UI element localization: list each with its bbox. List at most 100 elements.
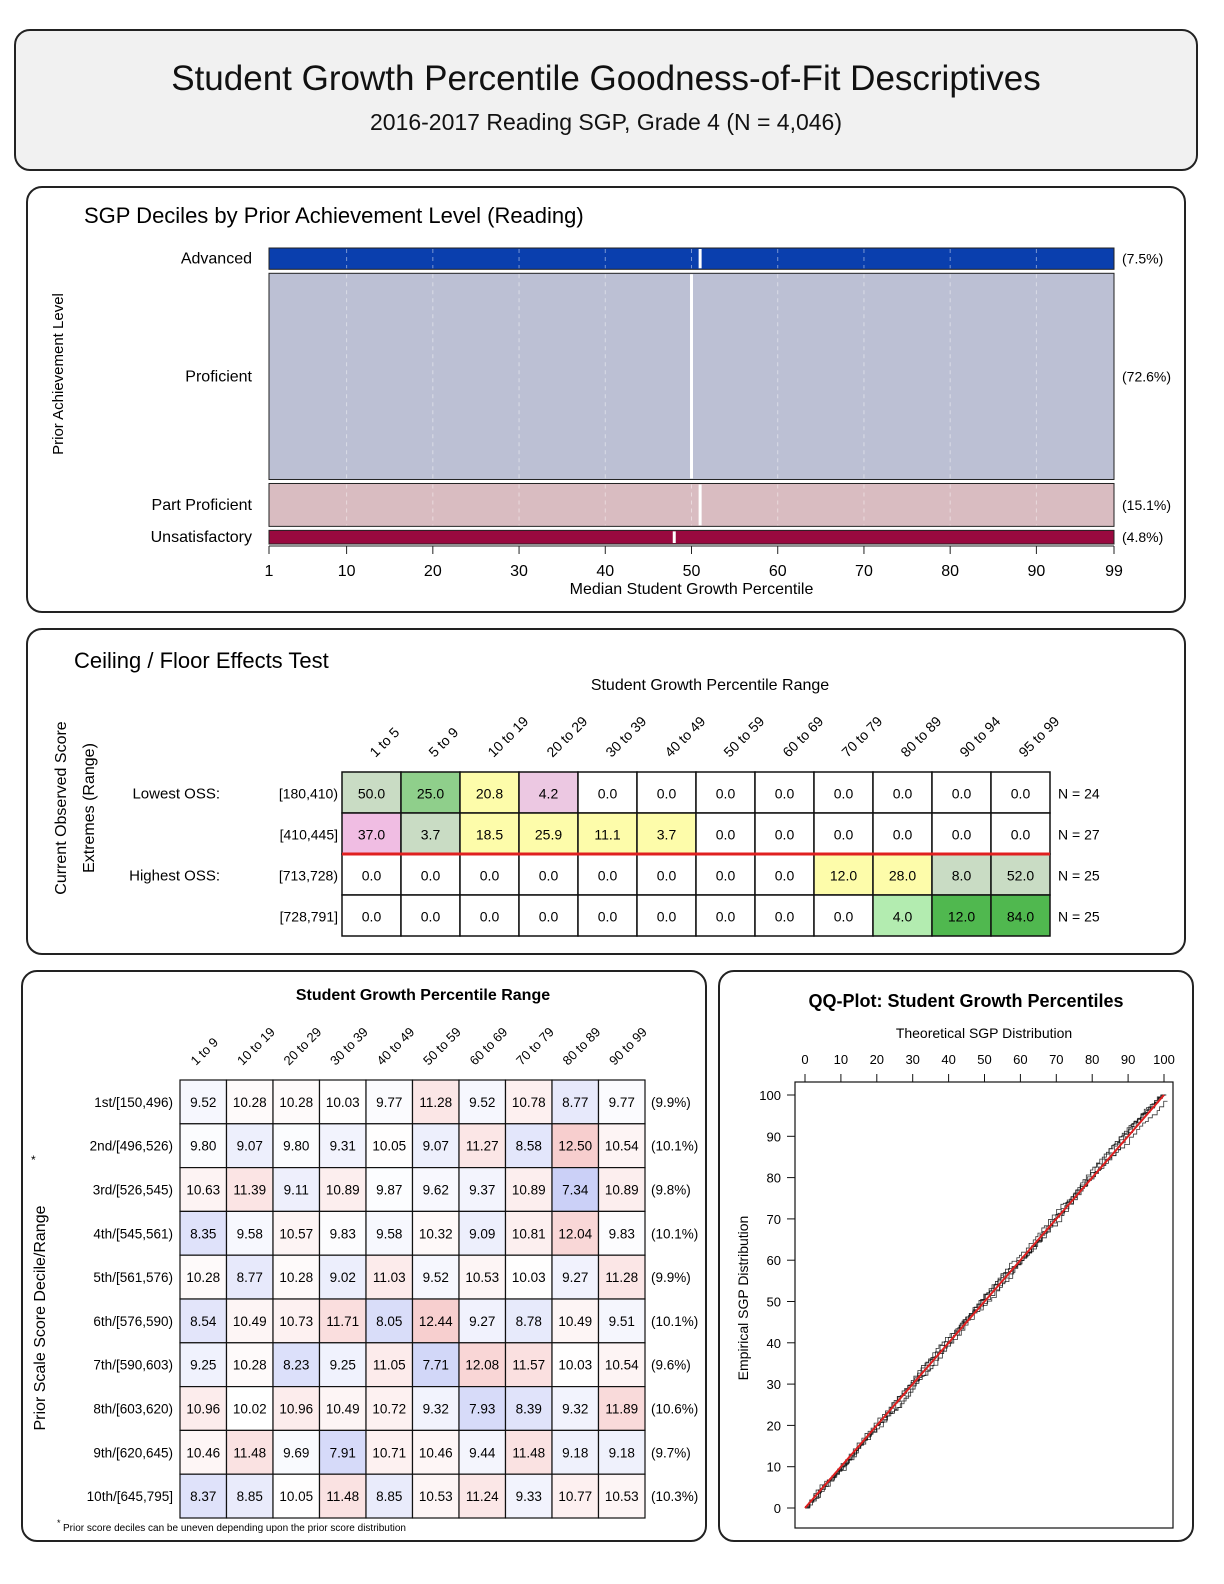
- heatmap-cell-7-0: [179, 1386, 228, 1432]
- row-n-1: N = 27: [1058, 827, 1100, 843]
- x-tick-label-2: 20: [424, 563, 442, 580]
- heatmap-value-6-9: 10.54: [605, 1358, 639, 1373]
- cell-value-0-7: 0.0: [775, 786, 795, 802]
- cell-0-4: [577, 771, 638, 814]
- heatmap-cell-9-1: [225, 1473, 274, 1519]
- heatmap-value-4-5: 9.52: [423, 1270, 449, 1285]
- heatmap-value-1-8: 12.50: [558, 1139, 592, 1154]
- cell-value-0-8: 0.0: [834, 786, 854, 802]
- heatmap-value-0-2: 10.28: [279, 1095, 313, 1110]
- heatmap-cell-7-9: [597, 1386, 646, 1432]
- heatmap-cell-8-1: [225, 1429, 274, 1475]
- table-title: Ceiling / Floor Effects Test: [74, 648, 329, 673]
- heatmap-cell-4-3: [318, 1254, 367, 1300]
- cell-value-1-5: 3.7: [657, 827, 677, 843]
- cell-3-1: [400, 894, 461, 937]
- heatmap-value-8-2: 9.69: [283, 1445, 309, 1460]
- cell-value-2-3: 0.0: [539, 868, 559, 884]
- cell-0-7: [754, 771, 815, 814]
- heatmap-cell-9-5: [411, 1473, 460, 1519]
- qq-y-tick-label-2: 20: [767, 1418, 781, 1433]
- qq-plot: QQ-Plot: Student Growth Percentiles Theor…: [735, 991, 1175, 1529]
- heatmap-cell-5-4: [365, 1298, 414, 1344]
- cell-value-2-0: 0.0: [362, 868, 382, 884]
- qq-y-tick-label-5: 50: [767, 1295, 781, 1310]
- heatmap-value-6-2: 8.23: [283, 1358, 309, 1373]
- heatmap-value-2-0: 10.63: [186, 1183, 220, 1198]
- heatmap-value-1-4: 10.05: [372, 1139, 406, 1154]
- heatmap-cell-6-5: [411, 1342, 460, 1388]
- cell-0-8: [813, 771, 874, 814]
- x-tick-label-4: 40: [596, 563, 614, 580]
- report-header: Student Growth Percentile Goodness-of-Fi…: [14, 29, 1198, 171]
- heatmap-cell-4-4: [365, 1254, 414, 1300]
- heatmap-value-2-8: 7.34: [562, 1183, 589, 1198]
- qq-y-tick-label-9: 90: [767, 1129, 781, 1144]
- qq-y-tick-label-10: 100: [759, 1088, 781, 1103]
- heatmap-value-9-4: 8.85: [376, 1489, 402, 1504]
- report-subtitle: 2016-2017 Reading SGP, Grade 4 (N = 4,04…: [369, 109, 843, 135]
- heatmap-value-3-0: 8.35: [190, 1226, 216, 1241]
- heatmap-cell-2-5: [411, 1167, 460, 1213]
- cell-2-11: [990, 853, 1051, 896]
- heatmap-value-5-2: 10.73: [279, 1314, 313, 1329]
- heatmap-cell-3-9: [597, 1210, 646, 1256]
- qq-y-tick-label-8: 80: [767, 1171, 781, 1186]
- heatmap-cell-6-4: [365, 1342, 414, 1388]
- heatmap-value-3-5: 10.32: [419, 1226, 453, 1241]
- cell-value-3-5: 0.0: [657, 909, 677, 925]
- heatmap-cell-0-8: [551, 1079, 600, 1125]
- heatmap-cell-1-9: [597, 1123, 646, 1169]
- qq-plot-panel: QQ-Plot: Student Growth Percentiles Theor…: [718, 970, 1194, 1542]
- heatmap-row-share-1: (10.1%): [651, 1139, 698, 1154]
- column-label-0: 1 to 5: [366, 724, 402, 760]
- heatmap-row-label-1: 2nd/[496,526): [90, 1139, 173, 1154]
- cell-3-10: [931, 894, 992, 937]
- cell-value-1-9: 0.0: [893, 827, 913, 843]
- heatmap-row-label-9: 10th/[645,795]: [87, 1489, 173, 1504]
- qq-x-tick-label-9: 90: [1121, 1052, 1135, 1067]
- heatmap-value-2-7: 10.89: [512, 1183, 546, 1198]
- heatmap-value-3-9: 9.83: [609, 1226, 635, 1241]
- level-share-1: (72.6%): [1122, 368, 1171, 384]
- column-label-10: 90 to 94: [956, 713, 1003, 760]
- heatmap-value-4-2: 10.28: [279, 1270, 313, 1285]
- level-label-3: Unsatisfactory: [151, 529, 252, 546]
- heatmap-value-6-0: 9.25: [190, 1358, 216, 1373]
- cell-value-2-6: 0.0: [716, 868, 736, 884]
- heatmap-row-share-6: (9.6%): [651, 1358, 691, 1373]
- heatmap-cell-3-1: [225, 1210, 274, 1256]
- heatmap-value-4-9: 11.28: [605, 1270, 638, 1285]
- heatmap-cell-6-1: [225, 1342, 274, 1388]
- heatmap-value-2-9: 10.89: [605, 1183, 639, 1198]
- cell-2-8: [813, 853, 874, 896]
- qq-x-tick-label-6: 60: [1013, 1052, 1027, 1067]
- heatmap-cell-7-2: [272, 1386, 321, 1432]
- heatmap-value-9-0: 8.37: [190, 1489, 216, 1504]
- heatmap-cell-4-6: [458, 1254, 507, 1300]
- heatmap-value-8-7: 11.48: [512, 1445, 545, 1460]
- qq-x-tick-label-2: 20: [870, 1052, 884, 1067]
- cell-value-0-4: 0.0: [598, 786, 618, 802]
- cell-0-5: [636, 771, 697, 814]
- level-label-1: Proficient: [185, 368, 252, 385]
- column-label-1: 5 to 9: [425, 724, 461, 760]
- level-share-3: (4.8%): [1122, 529, 1163, 545]
- cell-3-8: [813, 894, 874, 937]
- heatmap-row-share-0: (9.9%): [651, 1095, 691, 1110]
- heatmap-cell-1-2: [272, 1123, 321, 1169]
- cell-value-0-10: 0.0: [952, 786, 972, 802]
- level-label-0: Advanced: [181, 251, 252, 268]
- cell-value-3-2: 0.0: [480, 909, 500, 925]
- heatmap-col-label-8: 80 to 89: [560, 1024, 604, 1068]
- heatmap-value-1-2: 9.80: [283, 1139, 309, 1154]
- heatmap-value-0-3: 10.03: [326, 1095, 360, 1110]
- heatmap-cell-1-5: [411, 1123, 460, 1169]
- heatmap-value-4-0: 10.28: [186, 1270, 220, 1285]
- deciles-chart: SGP Deciles by Prior Achievement Level (…: [50, 203, 1171, 598]
- row-header-line-1: Current Observed Score: [53, 721, 70, 895]
- heatmap-col-label-4: 40 to 49: [374, 1024, 418, 1068]
- cell-value-1-0: 37.0: [358, 827, 385, 843]
- cell-value-1-2: 18.5: [476, 827, 503, 843]
- cell-value-1-6: 0.0: [716, 827, 736, 843]
